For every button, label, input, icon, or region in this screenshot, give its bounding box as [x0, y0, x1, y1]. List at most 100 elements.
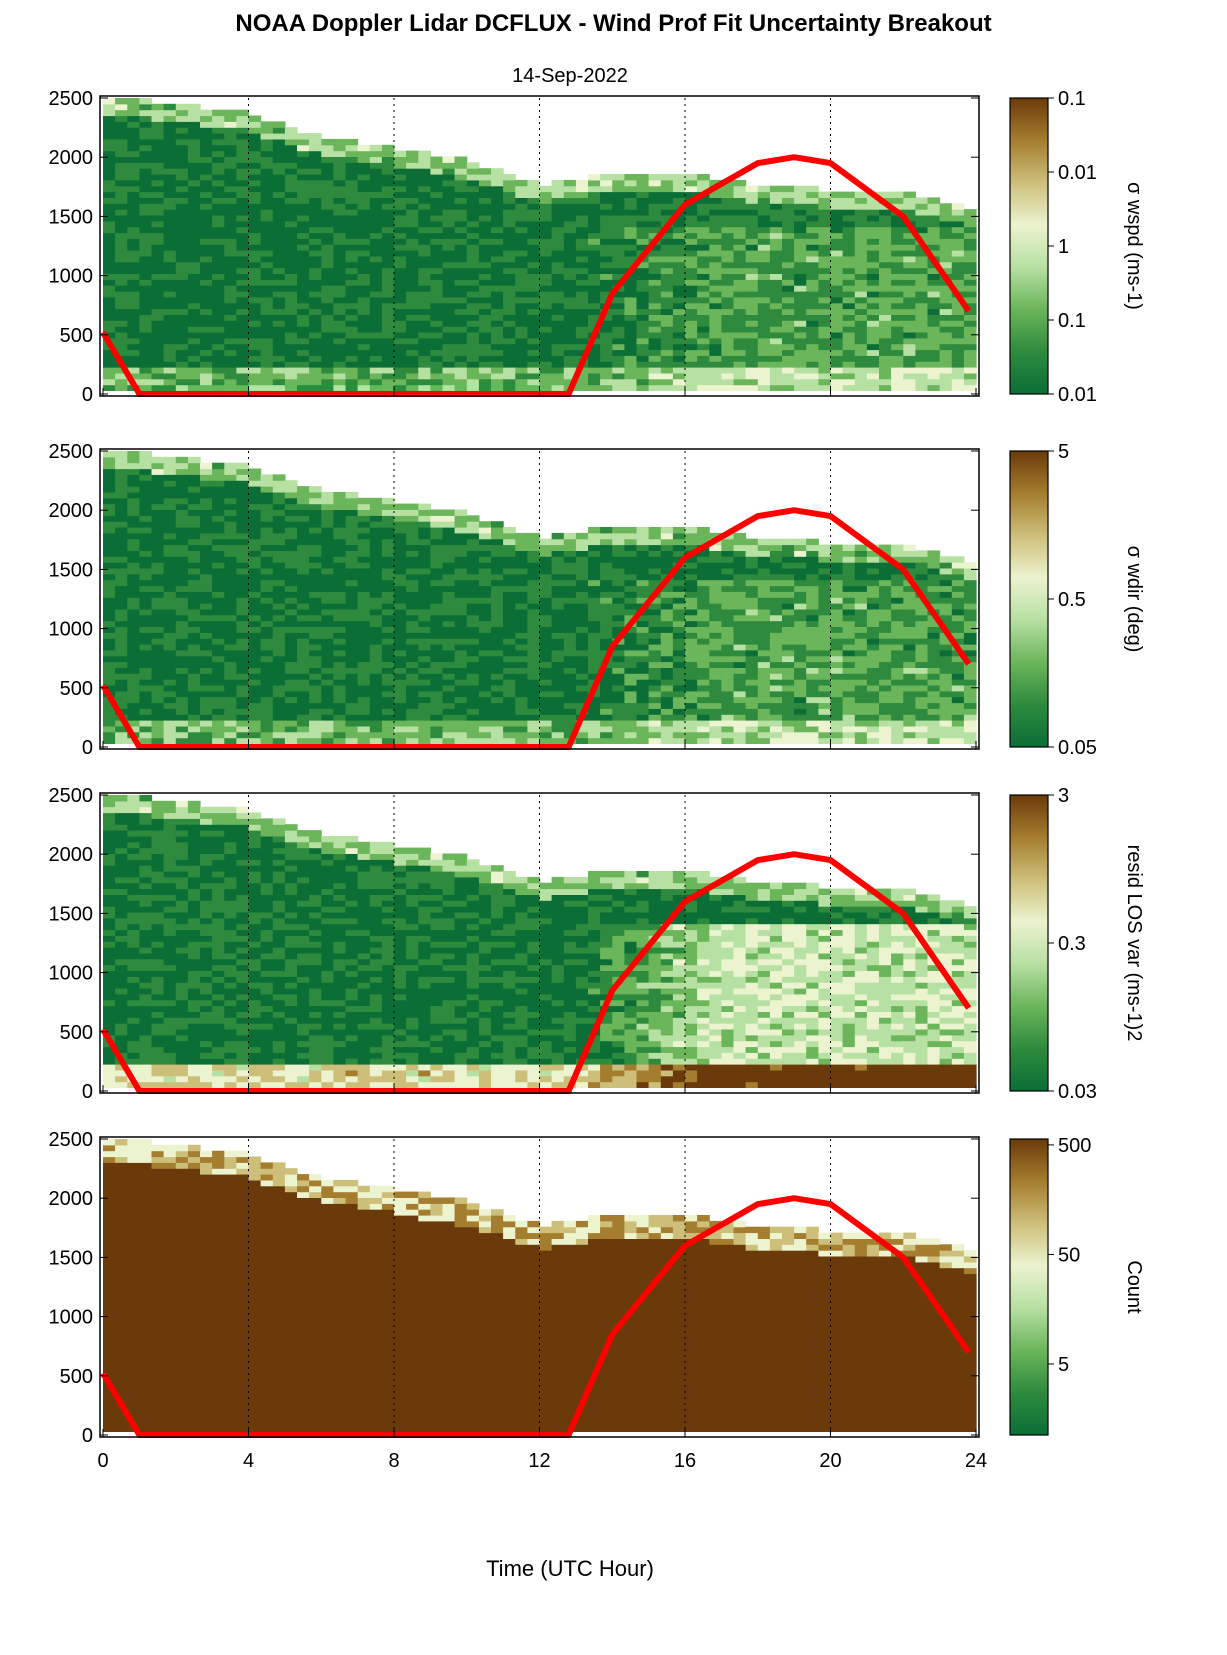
heatmap-cell	[224, 714, 237, 721]
heatmap-cell	[248, 585, 262, 592]
heatmap-cell	[345, 597, 359, 604]
heatmap-cell	[260, 544, 274, 551]
heatmap-cell	[187, 168, 201, 175]
heatmap-cell	[272, 226, 286, 234]
heatmap-cell	[442, 685, 456, 692]
heatmap-cell	[685, 250, 698, 257]
heatmap-cell	[903, 279, 916, 286]
heatmap-cell	[236, 355, 250, 362]
heatmap-cell	[515, 267, 528, 274]
heatmap-cell	[418, 156, 431, 163]
heatmap-cell	[612, 620, 625, 627]
heatmap-cell	[333, 603, 347, 610]
heatmap-cell	[648, 273, 662, 280]
heatmap-cell	[418, 273, 431, 280]
heatmap-cell	[527, 690, 541, 698]
heatmap-cell	[236, 503, 250, 510]
heatmap-cell	[915, 367, 929, 374]
heatmap-cell	[879, 384, 892, 391]
heatmap-cell	[236, 109, 250, 117]
heatmap-cell	[430, 556, 444, 563]
heatmap-cell	[612, 296, 625, 304]
heatmap-cell	[588, 597, 601, 604]
heatmap-cell	[454, 626, 468, 633]
heatmap-cell	[345, 144, 359, 152]
heatmap-cell	[139, 655, 153, 663]
heatmap-cell	[357, 314, 371, 321]
heatmap-cell	[636, 562, 650, 569]
heatmap-cell	[212, 337, 225, 345]
heatmap-cell	[879, 343, 892, 351]
heatmap-cell	[163, 255, 177, 263]
heatmap-cell	[709, 378, 722, 386]
heatmap-cell	[369, 320, 383, 327]
heatmap-cell	[733, 267, 747, 274]
heatmap-cell	[648, 279, 662, 286]
heatmap-cell	[381, 226, 395, 234]
heatmap-cell	[430, 209, 444, 216]
heatmap-cell	[224, 156, 237, 163]
heatmap-cell	[175, 232, 189, 239]
heatmap-cell	[818, 337, 832, 345]
heatmap-cell	[333, 532, 347, 540]
heatmap-cell	[442, 538, 456, 546]
heatmap-cell	[527, 562, 541, 569]
heatmap-cell	[115, 209, 128, 216]
heatmap-cell	[551, 579, 565, 587]
heatmap-cell	[551, 220, 565, 228]
heatmap-cell	[394, 608, 407, 616]
heatmap-cell	[418, 355, 431, 362]
heatmap-cell	[248, 279, 262, 286]
heatmap-cell	[127, 255, 140, 263]
heatmap-cell	[794, 261, 807, 269]
heatmap-cell	[806, 261, 819, 269]
heatmap-cell	[721, 279, 735, 286]
heatmap-cell	[551, 696, 565, 704]
heatmap-cell	[454, 667, 468, 674]
heatmap-cell	[588, 544, 601, 551]
heatmap-cell	[212, 462, 225, 470]
heatmap-cell	[139, 491, 153, 499]
heatmap-cell	[103, 626, 116, 633]
heatmap-cell	[345, 603, 359, 610]
heatmap-cell	[369, 685, 383, 692]
y-tick-label: 2000	[49, 147, 94, 169]
heatmap-cell	[866, 296, 880, 304]
heatmap-cell	[357, 568, 371, 575]
heatmap-cell	[539, 661, 553, 668]
heatmap-cell	[515, 191, 528, 198]
heatmap-cell	[369, 168, 383, 175]
heatmap-cell	[575, 638, 589, 645]
heatmap-cell	[539, 261, 553, 269]
heatmap-cell	[187, 462, 201, 470]
heatmap-cell	[478, 725, 492, 733]
heatmap-cell	[478, 527, 492, 534]
heatmap-cell	[685, 378, 698, 386]
heatmap-cell	[430, 168, 444, 175]
heatmap-cell	[915, 320, 929, 327]
heatmap-cell	[163, 378, 177, 386]
heatmap-cell	[697, 203, 710, 210]
heatmap-cell	[636, 550, 650, 557]
heatmap-cell	[248, 579, 262, 587]
heatmap-cell	[442, 197, 456, 204]
heatmap-cell	[478, 285, 492, 292]
heatmap-cell	[636, 220, 650, 228]
heatmap-cell	[551, 384, 565, 391]
heatmap-cell	[297, 591, 310, 598]
heatmap-cell	[260, 486, 274, 493]
heatmap-cell	[212, 250, 225, 257]
heatmap-cell	[187, 608, 201, 616]
heatmap-cell	[563, 367, 577, 374]
heatmap-cell	[284, 532, 298, 540]
heatmap-cell	[757, 367, 771, 374]
heatmap-cell	[115, 103, 128, 111]
heatmap-cell	[200, 632, 213, 639]
heatmap-cell	[321, 655, 334, 663]
heatmap-cell	[200, 285, 213, 292]
heatmap-cell	[139, 320, 153, 327]
heatmap-cell	[442, 220, 456, 228]
heatmap-cell	[769, 308, 783, 315]
heatmap-cell	[430, 238, 444, 245]
heatmap-cell	[297, 620, 310, 627]
